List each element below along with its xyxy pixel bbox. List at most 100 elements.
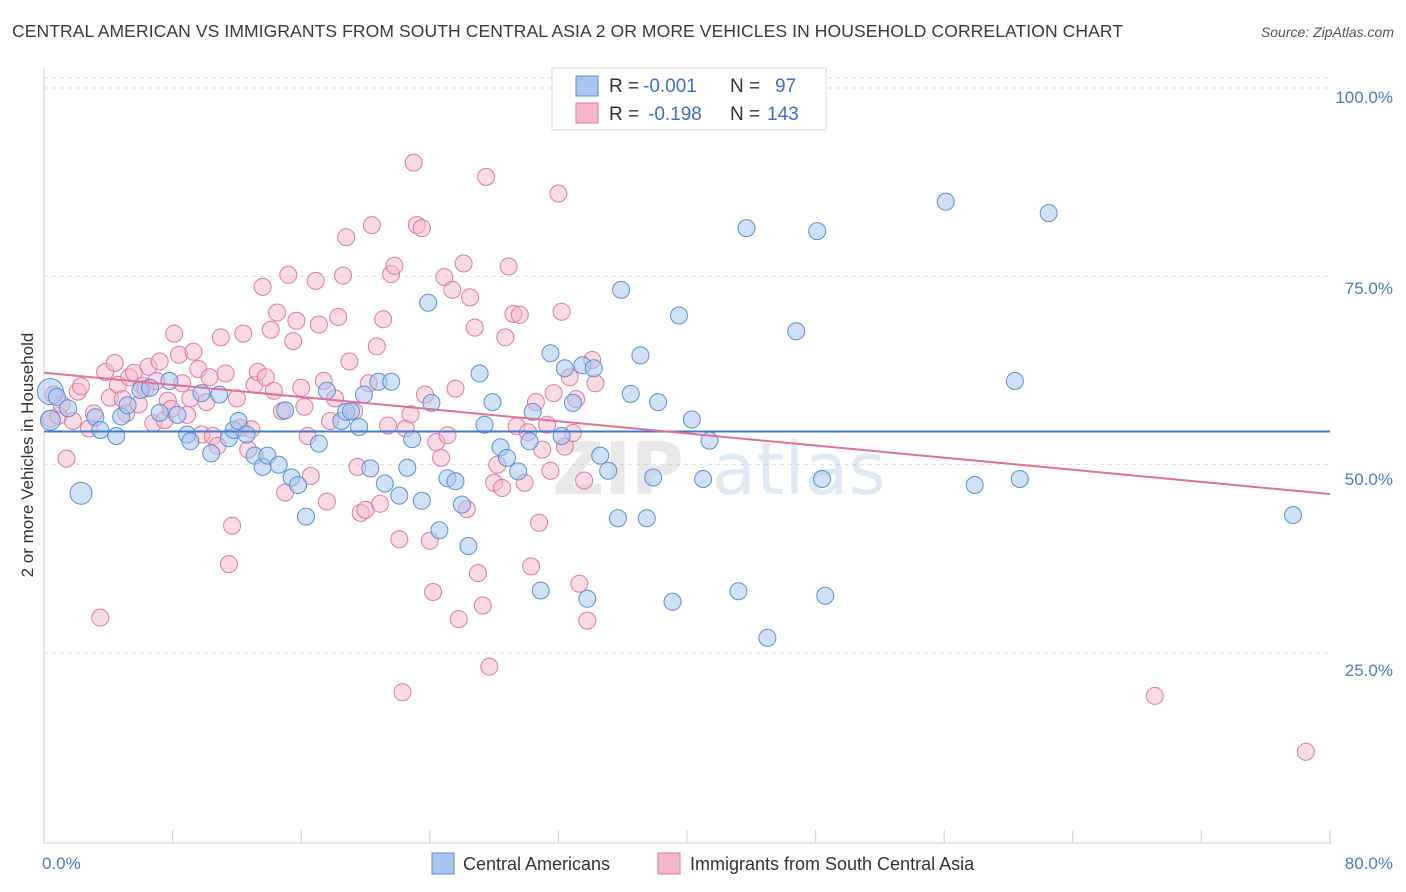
- south-central-asia-point: [57, 449, 76, 468]
- central-american-point: [69, 481, 93, 505]
- central-american-point: [816, 586, 835, 605]
- central-american-point: [670, 306, 688, 325]
- south-central-asia-point: [184, 342, 203, 361]
- south-central-asia-point: [510, 305, 529, 324]
- south-central-asia-point: [301, 467, 320, 485]
- central-american-point: [813, 470, 831, 488]
- south-central-asia-point: [570, 574, 589, 593]
- central-american-point: [682, 410, 701, 429]
- central-american-point: [737, 219, 756, 238]
- legend-n-value-pink: 143: [767, 104, 799, 125]
- bottom-legend-swatch-pink: [657, 852, 681, 875]
- central-american-point: [229, 412, 248, 430]
- south-central-asia-point: [284, 332, 303, 351]
- legend-r-value-pink: -0.198: [648, 104, 702, 125]
- y-tick-25: 25.0%: [1345, 661, 1393, 680]
- central-american-point: [350, 418, 369, 436]
- central-american-point: [47, 387, 66, 406]
- south-central-asia-point: [493, 479, 512, 497]
- central-american-point: [520, 432, 539, 451]
- south-central-asia-point: [287, 311, 306, 330]
- south-central-asia-point: [268, 303, 287, 322]
- south-central-asia-point: [385, 256, 404, 275]
- south-central-asia-point: [340, 352, 359, 371]
- south-central-asia-point: [477, 167, 496, 186]
- south-central-asia-point: [575, 471, 594, 490]
- south-central-asia-point: [499, 257, 518, 276]
- central-american-point: [317, 381, 336, 400]
- south-central-asia-point: [465, 318, 484, 337]
- south-central-asia-point: [306, 271, 325, 290]
- south-central-asia-point: [292, 378, 311, 397]
- central-american-point: [621, 384, 640, 403]
- central-american-point: [59, 399, 78, 418]
- bottom-legend-swatch-blue: [431, 852, 455, 875]
- watermark: ZIP atlas: [552, 427, 886, 511]
- south-central-asia-point: [449, 610, 468, 629]
- central-american-point: [276, 401, 295, 420]
- central-american-point: [150, 403, 169, 422]
- south-central-asia-point: [1296, 742, 1315, 761]
- y-tick-50: 50.0%: [1345, 470, 1393, 489]
- south-central-asia-point: [362, 216, 381, 235]
- central-american-point: [578, 589, 597, 608]
- south-central-asia-point: [412, 219, 431, 238]
- central-american-point: [649, 393, 668, 412]
- south-central-asia-point: [578, 611, 597, 630]
- central-american-point: [375, 474, 394, 493]
- central-american-point: [509, 462, 528, 481]
- south-central-asia-point: [337, 228, 356, 247]
- south-central-asia-point: [454, 254, 473, 273]
- central-american-point: [297, 507, 315, 526]
- central-american-point: [552, 427, 571, 445]
- south-central-asia-point: [317, 492, 336, 511]
- central-american-point: [555, 359, 574, 378]
- south-central-asia-point: [390, 530, 409, 549]
- chart-title: CENTRAL AMERICAN VS IMMIGRANTS FROM SOUT…: [12, 21, 1124, 41]
- central-american-point: [523, 402, 542, 421]
- south-central-asia-point: [432, 448, 451, 467]
- south-central-asia-point: [438, 426, 457, 445]
- central-american-point: [452, 495, 471, 514]
- south-central-asia-point: [105, 354, 124, 372]
- south-central-asia-point: [256, 368, 275, 387]
- central-american-point: [663, 592, 682, 611]
- central-american-point: [694, 470, 713, 488]
- central-american-point: [382, 372, 401, 391]
- central-american-point: [91, 421, 110, 439]
- central-american-point: [354, 385, 373, 404]
- south-central-asia-point: [334, 266, 352, 285]
- central-american-point: [361, 459, 380, 478]
- central-american-point: [612, 280, 631, 299]
- central-american-point: [202, 444, 221, 463]
- central-american-point: [1010, 470, 1029, 488]
- south-central-asia-point: [446, 379, 465, 398]
- south-central-asia-point: [404, 153, 423, 172]
- central-american-point: [631, 346, 650, 365]
- central-american-point: [470, 364, 489, 383]
- central-american-point: [419, 293, 438, 312]
- central-american-point: [39, 409, 61, 431]
- south-central-asia-point: [150, 352, 169, 371]
- central-american-point: [107, 427, 126, 445]
- south-central-asia-point: [170, 345, 188, 364]
- south-central-asia-point: [473, 596, 492, 615]
- south-central-asia-point: [165, 324, 184, 343]
- south-central-asia-point: [496, 328, 515, 347]
- south-central-asia-point: [91, 608, 110, 627]
- central-american-point: [729, 582, 748, 601]
- south-central-asia-point: [522, 557, 541, 576]
- central-american-point: [531, 581, 550, 600]
- legend-r-value-blue: -0.001: [643, 76, 697, 97]
- central-american-point: [237, 425, 256, 444]
- south-central-asia-point: [261, 320, 280, 339]
- central-american-point: [608, 509, 627, 528]
- south-central-asia-point: [533, 440, 552, 459]
- south-central-asia-point: [443, 280, 462, 299]
- central-american-point: [1284, 506, 1302, 525]
- y-axis-title: 2 or more Vehicles in Household: [18, 333, 37, 578]
- y-tick-100: 100.0%: [1335, 88, 1393, 107]
- legend-n-label-pink: N =: [730, 104, 760, 125]
- legend-r-label-blue: R =: [609, 76, 639, 97]
- central-american-point: [390, 486, 409, 505]
